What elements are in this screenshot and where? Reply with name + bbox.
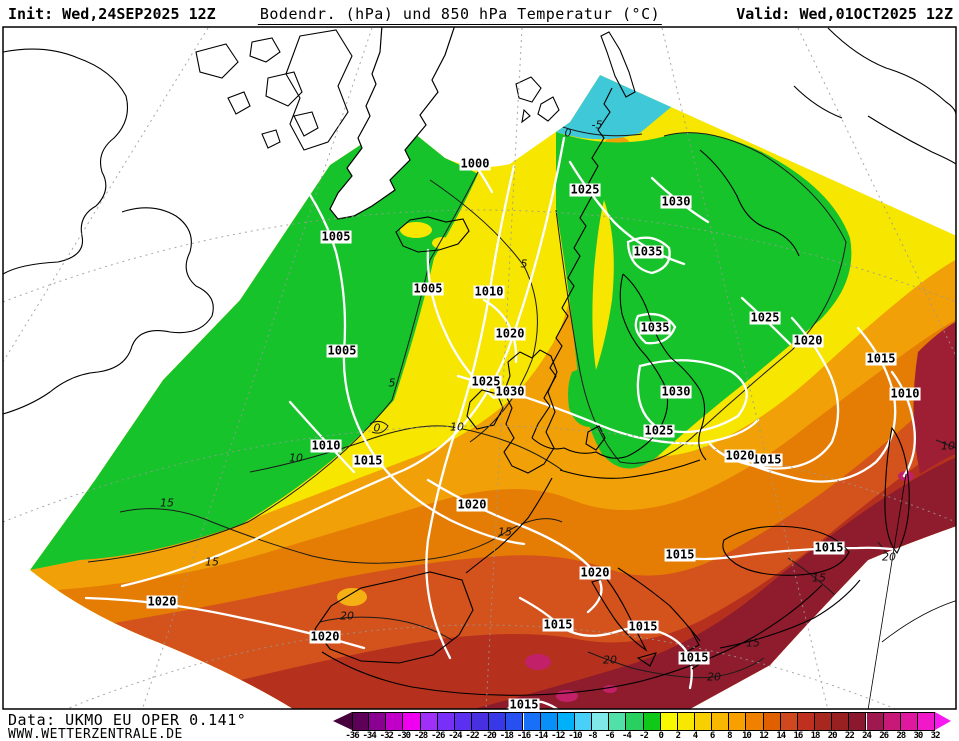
website-label: WWW.WETTERZENTRALE.DE: [8, 727, 183, 741]
valid-time-label: Valid: Wed,01OCT2025 12Z: [736, 5, 953, 23]
graticule: [3, 27, 956, 709]
map-border: [2, 26, 957, 710]
header: Init: Wed,24SEP2025 12Z Bodendr. (hPa) u…: [0, 3, 959, 25]
data-source-label: Data: UKMO EU OPER 0.141°: [8, 711, 247, 729]
init-time-label: Init: Wed,24SEP2025 12Z: [8, 5, 216, 23]
page-title: Bodendr. (hPa) und 850 hPa Temperatur (°…: [257, 5, 663, 25]
